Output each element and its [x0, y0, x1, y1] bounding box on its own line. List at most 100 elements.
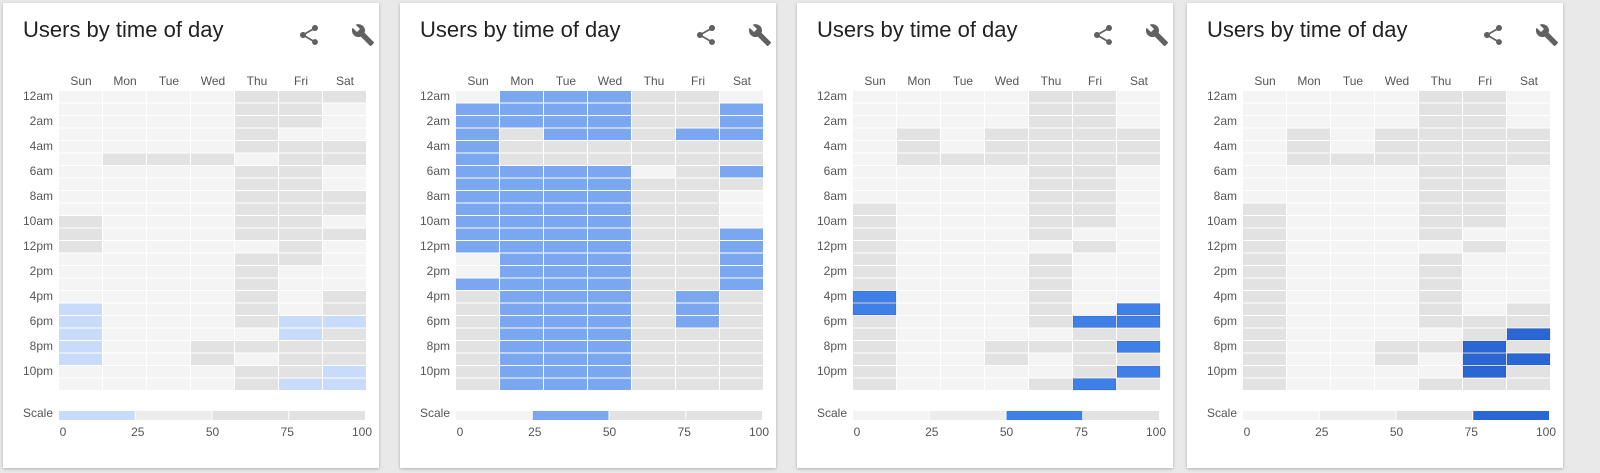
hour-label: 6pm [1214, 314, 1237, 328]
day-label: Wed [598, 74, 622, 88]
heat-cell [191, 328, 234, 340]
wrench-icon[interactable] [1535, 23, 1559, 47]
heat-cell [103, 341, 146, 353]
scale-label: Scale [1207, 406, 1237, 420]
heat-cell [1117, 228, 1160, 240]
heat-cell [235, 291, 278, 303]
heat-cell [941, 353, 984, 365]
heat-cell [279, 278, 322, 290]
day-label: Sat [1520, 74, 1539, 88]
heat-cell [1287, 203, 1330, 215]
heat-cell [588, 228, 631, 240]
heat-cell [588, 341, 631, 353]
scale-tick: 75 [678, 425, 692, 439]
heat-cell [235, 191, 278, 203]
heat-cell [1243, 141, 1286, 153]
heat-cell [588, 116, 631, 128]
heat-cell [1029, 303, 1072, 315]
heat-cell [985, 241, 1028, 253]
heat-cell [1243, 366, 1286, 378]
heat-cell [1375, 166, 1418, 178]
day-label: Sat [733, 74, 752, 88]
hour-label: 6am [30, 164, 53, 178]
heat-cell [1506, 353, 1551, 366]
heat-cell [676, 328, 719, 340]
heat-cell [1116, 303, 1161, 316]
wrench-icon[interactable] [351, 23, 375, 47]
heat-cell [632, 266, 675, 278]
heat-cell [500, 328, 543, 340]
heat-cell [1073, 328, 1116, 340]
heat-cell [588, 241, 631, 253]
heat-cell [544, 216, 587, 228]
hour-label: 12am [23, 89, 53, 103]
heat-cell [1463, 316, 1506, 328]
heat-cell [191, 353, 234, 365]
hour-label: 10pm [420, 364, 450, 378]
heat-cell [279, 291, 322, 303]
heat-cell [632, 178, 675, 190]
day-label: Wed [1385, 74, 1409, 88]
heat-cell [1029, 241, 1072, 253]
scale-tick: 0 [854, 425, 861, 439]
heat-cell [103, 353, 146, 365]
hour-label: 8am [30, 189, 53, 203]
scale-segment [609, 411, 686, 420]
hour-label: 6am [1214, 164, 1237, 178]
heat-cell [103, 328, 146, 340]
heat-cell [897, 103, 940, 115]
heat-cell [897, 341, 940, 353]
share-icon[interactable] [297, 23, 321, 47]
heat-cell [1117, 216, 1160, 228]
heat-cell [941, 153, 984, 165]
heat-cell [720, 166, 763, 178]
heat-cell [676, 341, 719, 353]
heat-cell [544, 141, 587, 153]
heat-cell [1243, 328, 1286, 340]
heatmap-card-4: Users by time of day Sun Mon Tue Wed Thu Fri S… [1187, 3, 1563, 468]
heat-cell [720, 203, 763, 215]
heat-cell [279, 216, 322, 228]
heat-cell [544, 303, 587, 315]
scale-segment [289, 411, 365, 420]
heatmap-card-1: Users by time of day Sun Mon Tue Wed Thu Fri S… [3, 3, 379, 468]
heat-cell [1117, 328, 1160, 340]
heat-cell [323, 128, 366, 140]
heat-cell [897, 328, 940, 340]
heat-cell [632, 141, 675, 153]
hour-label: 12am [420, 89, 450, 103]
scale-segment [686, 411, 762, 420]
heat-cell [1029, 141, 1072, 153]
share-icon[interactable] [694, 23, 718, 47]
heat-cell [191, 91, 234, 103]
share-icon[interactable] [1091, 23, 1115, 47]
heat-cell [1375, 253, 1418, 265]
heat-cell [456, 328, 499, 340]
heat-cell [323, 153, 366, 165]
heat-cell [897, 178, 940, 190]
heat-cell [323, 378, 366, 390]
wrench-icon[interactable] [748, 23, 772, 47]
heat-cell [1375, 128, 1418, 140]
heat-cell [191, 303, 234, 315]
share-icon[interactable] [1481, 23, 1505, 47]
heat-cell [323, 266, 366, 278]
wrench-icon[interactable] [1145, 23, 1169, 47]
heat-cell [279, 91, 322, 103]
heat-cell [147, 378, 190, 390]
heat-cell [147, 216, 190, 228]
heat-cell [191, 266, 234, 278]
heat-cell [1073, 203, 1116, 215]
heat-cell [676, 128, 719, 140]
heat-cell [235, 116, 278, 128]
hour-label: 4am [1214, 139, 1237, 153]
heat-cell [500, 116, 543, 128]
heat-cell [456, 216, 499, 228]
heat-cell [897, 203, 940, 215]
hour-label: 12pm [817, 239, 847, 253]
heat-cell [456, 128, 499, 140]
heat-cell [544, 116, 587, 128]
heat-cell [500, 303, 543, 315]
day-label: Mon [510, 74, 533, 88]
heat-cell [1029, 166, 1072, 178]
